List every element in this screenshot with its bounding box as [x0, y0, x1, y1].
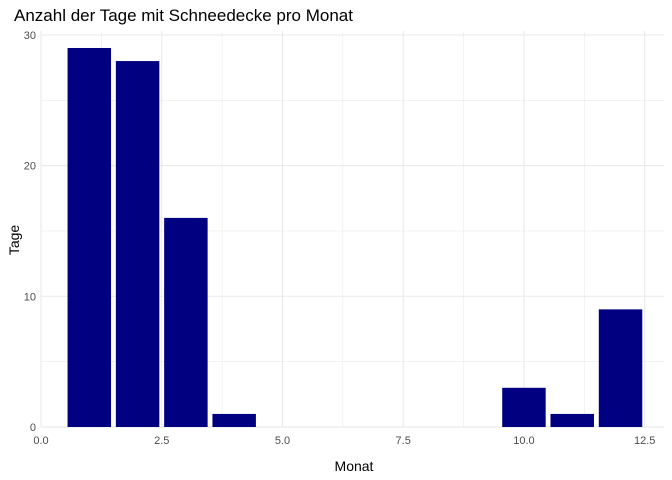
- bar-month-1: [67, 47, 112, 427]
- bar-month-12: [598, 309, 643, 427]
- y-axis-title: Tage: [6, 225, 22, 256]
- chart-title: Anzahl der Tage mit Schneedecke pro Mona…: [14, 6, 353, 25]
- x-tick-label: 5.0: [275, 435, 290, 447]
- y-tick-label: 0: [30, 422, 36, 434]
- x-tick-label: 10.0: [513, 435, 534, 447]
- y-tick-label: 30: [24, 30, 36, 42]
- bar-month-3: [164, 217, 208, 427]
- x-axis-title: Monat: [335, 458, 374, 474]
- x-tick-label: 7.5: [396, 435, 411, 447]
- x-tick-label: 2.5: [154, 435, 169, 447]
- y-tick-label: 20: [24, 161, 36, 173]
- bar-month-11: [550, 413, 594, 427]
- y-axis-ticks: 0 10 20 30: [24, 30, 36, 434]
- x-axis-ticks: 0.0 2.5 5.0 7.5 10.0 12.5: [33, 435, 655, 447]
- bar-month-4: [212, 413, 256, 427]
- bars: [67, 47, 643, 427]
- x-tick-label: 12.5: [634, 435, 655, 447]
- bar-month-10: [502, 387, 546, 427]
- bar-month-2: [115, 61, 160, 427]
- x-tick-label: 0.0: [33, 435, 48, 447]
- y-tick-label: 10: [24, 291, 36, 303]
